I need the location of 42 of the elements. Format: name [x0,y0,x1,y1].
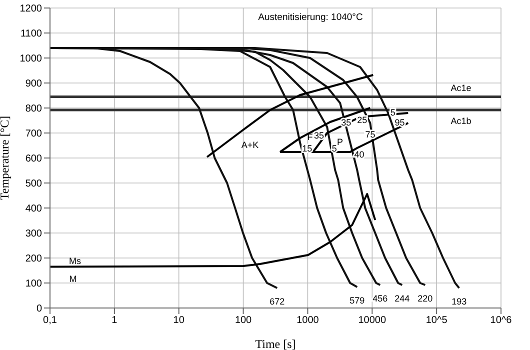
x-axis-title: Time [s] [255,337,296,350]
annotation: 456 [372,293,388,304]
y-tick-label: 300 [25,228,42,240]
y-tick-label: 1200 [20,4,42,15]
chart-title: Austenitisierung: 1040°C [258,12,363,23]
x-tick-label: 1 [112,315,118,326]
y-tick-label: 200 [25,254,42,265]
annotation: 193 [452,296,467,306]
x-tick-label: 0,1 [43,315,58,326]
annotation: 95 [394,117,405,128]
y-tick-label: 900 [25,78,42,90]
annotation: 244 [394,293,410,304]
annotation: A+K [241,140,259,150]
x-tick-label: 10 [173,315,185,326]
annotation: M [69,274,77,284]
annotation: Ms [69,256,81,266]
y-tick-label: 500 [25,178,42,190]
y-tick-label: 1100 [20,28,42,40]
x-tick-label: 10000 [358,315,386,326]
annotation: 5 [390,107,396,118]
x-tick-label: 100 [234,315,252,326]
y-tick-label: 400 [25,204,42,215]
annotation: 220 [418,293,433,304]
y-axis-title: Temperature [°C] [0,116,12,200]
y-tick-label: 600 [25,154,42,165]
annotation: P [336,137,344,147]
x-tick-label: 10^5 [426,315,448,326]
y-tick-label: 800 [25,104,42,115]
y-tick-label: 1000 [20,54,42,65]
y-tick-label: 100 [25,278,42,290]
annotation: 5 [332,143,337,154]
annotation: 672 [270,296,285,306]
x-tick-label: 1000 [296,315,320,326]
ref-line-label: Ac1b [450,116,472,126]
annotation: 35 [314,130,324,140]
y-tick-label: 0 [36,304,42,315]
annotation: 579 [350,295,365,306]
x-tick-label: 10^6 [490,315,512,326]
ref-line-label: Ac1e [450,82,472,93]
annotation: 40 [354,149,364,160]
y-tick-label: 700 [25,128,42,140]
annotation: F [307,132,313,142]
